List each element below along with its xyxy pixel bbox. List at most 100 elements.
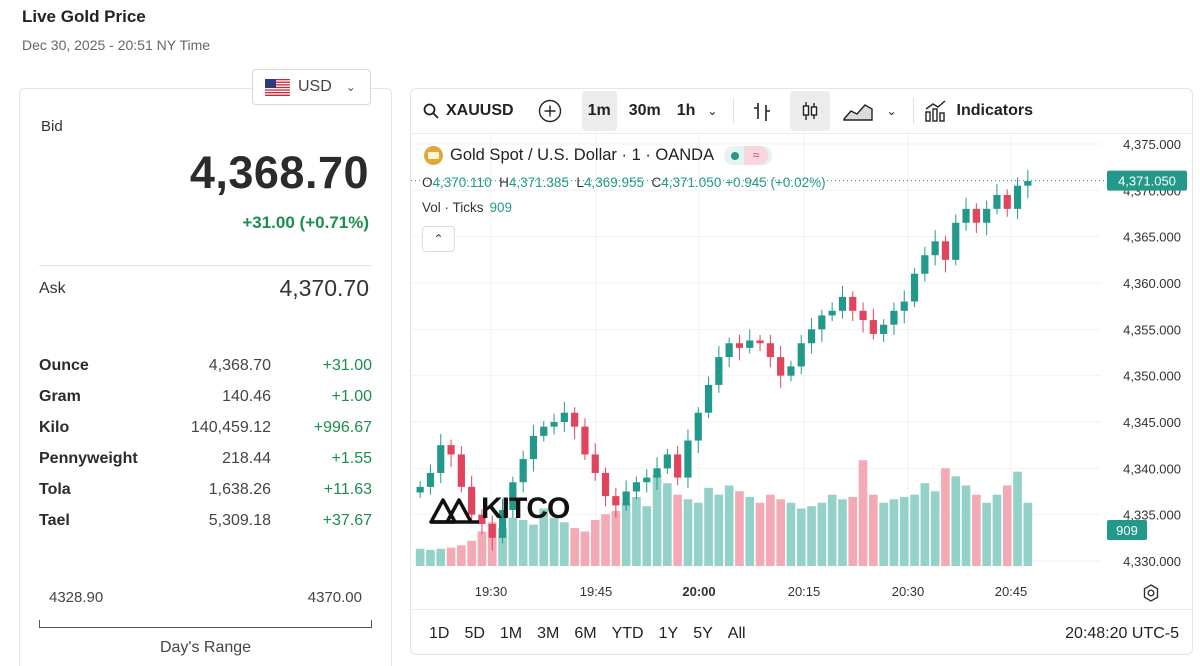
volume-legend: Vol · Ticks 909 <box>422 200 512 215</box>
range-5y[interactable]: 5Y <box>693 625 713 642</box>
unit-name: Tola <box>39 481 71 498</box>
candle-body <box>684 440 692 478</box>
currency-selector[interactable]: USD ⌄ <box>252 69 371 105</box>
price-tick-label: 4,360.000 <box>1123 276 1181 291</box>
unit-price: 5,309.18 <box>208 512 271 529</box>
volume-bar <box>426 549 435 566</box>
compare-add-button[interactable] <box>536 91 564 131</box>
indicators-label: Indicators <box>956 102 1033 119</box>
volume-bar <box>683 499 693 566</box>
chevron-down-icon: ⌄ <box>345 80 356 94</box>
collapse-legend-button[interactable]: ⌃ <box>422 226 455 252</box>
unit-name: Pennyweight <box>39 450 138 467</box>
timeframe-30m[interactable]: 30m <box>628 102 661 119</box>
unit-change: +1.00 <box>331 388 372 405</box>
candle-body <box>900 301 908 311</box>
unit-price: 4,368.70 <box>208 357 271 374</box>
timeframe-1h[interactable]: 1h <box>676 102 696 119</box>
volume-bar <box>869 494 878 566</box>
volume-bar <box>735 491 744 566</box>
volume-bar <box>776 499 785 566</box>
volume-bar <box>446 547 456 566</box>
volume-bar <box>745 497 755 566</box>
range-bar: 1D 5D 1M 3M 6M YTD 1Y 5Y All 20:48:20 UT… <box>411 609 1192 654</box>
price-tick-label: 4,340.000 <box>1123 461 1181 476</box>
volume-bar <box>539 508 549 566</box>
candle-body <box>972 208 980 223</box>
unit-change: +31.00 <box>322 357 372 374</box>
volume-bar <box>498 528 507 566</box>
bid-label: Bid <box>41 118 63 135</box>
volume-bar <box>972 494 981 566</box>
unit-change: +1.55 <box>331 450 372 467</box>
volume-bar <box>508 517 518 566</box>
range-ytd[interactable]: YTD <box>611 625 644 642</box>
price-tick-label: 4,375.000 <box>1123 137 1181 152</box>
unit-price: 218.44 <box>222 450 271 467</box>
candle-body <box>952 222 960 260</box>
volume-bar <box>766 494 775 566</box>
candle-body <box>890 310 898 325</box>
range-5d[interactable]: 5D <box>464 625 485 642</box>
time-tick-label: 20:00 <box>682 584 715 599</box>
volume-bar <box>796 508 806 566</box>
search-icon <box>423 103 439 119</box>
candle-body <box>488 523 496 538</box>
volume-bar <box>693 502 703 566</box>
close-value: 4,371.050 <box>661 175 722 190</box>
area-style-button[interactable] <box>838 91 878 131</box>
candle-body <box>807 329 816 344</box>
range-1m[interactable]: 1M <box>499 625 523 642</box>
open-value: 4,370.110 <box>432 175 492 190</box>
candle-body <box>787 366 795 376</box>
candle-body <box>931 241 939 256</box>
area-chart-icon <box>843 104 874 121</box>
indicators-icon <box>924 100 945 122</box>
price-tick-label: 4,365.000 <box>1123 230 1181 245</box>
volume-bar <box>838 499 847 566</box>
unit-row-tola: Tola 1,638.26 +11.63 <box>39 481 372 512</box>
kitco-logo: KITCO <box>429 492 570 526</box>
volume-bar <box>415 548 425 566</box>
market-status-badge[interactable]: ≈ <box>724 146 773 165</box>
candles-style-button[interactable] <box>790 91 831 131</box>
volume-bar <box>1013 471 1022 566</box>
price-tick-label: 4,355.000 <box>1123 322 1181 337</box>
candle-body <box>468 486 476 515</box>
volume-bar <box>560 522 569 566</box>
candle-body <box>571 412 579 427</box>
volume-bar <box>889 499 899 566</box>
chevron-down-icon[interactable]: ⌄ <box>886 104 897 118</box>
us-flag-icon <box>265 78 290 96</box>
price-tick-label: 4,330.000 <box>1123 554 1181 569</box>
candle-body <box>941 241 950 260</box>
candle-body <box>509 482 517 511</box>
range-all[interactable]: All <box>727 625 746 642</box>
indicators-button[interactable]: Indicators <box>924 91 1033 131</box>
candle-body <box>601 472 610 497</box>
timeframe-1m[interactable]: 1m <box>581 91 617 131</box>
range-6m[interactable]: 6M <box>574 625 597 642</box>
settings-gear-icon <box>1143 584 1159 602</box>
chart-clock[interactable]: 20:48:20 UTC-5 <box>1065 625 1179 642</box>
candle-body <box>437 445 445 473</box>
chevron-down-icon[interactable]: ⌄ <box>707 104 718 118</box>
symbol-search[interactable]: XAUUSD <box>423 91 514 131</box>
high-value: 4,371.385 <box>508 175 569 190</box>
price-chart[interactable]: 4,375.0004,370.0004,365.0004,360.0004,35… <box>411 134 1193 609</box>
range-1d[interactable]: 1D <box>429 625 450 642</box>
volume-bar <box>436 548 446 566</box>
volume-bar <box>467 540 476 566</box>
range-3m[interactable]: 3M <box>537 625 560 642</box>
candle-body <box>529 435 538 460</box>
chart-settings-button[interactable] <box>1142 584 1160 607</box>
change-value: +0.945 (+0.02%) <box>725 175 826 190</box>
range-1y[interactable]: 1Y <box>658 625 679 642</box>
bar-chart-style-button[interactable] <box>742 91 782 131</box>
volume-bar <box>457 545 466 566</box>
volume-bar <box>518 520 528 566</box>
unit-name: Gram <box>39 388 81 405</box>
volume-bar <box>992 494 1002 566</box>
low-value: 4,369.955 <box>583 175 644 190</box>
candle-body <box>674 454 682 478</box>
